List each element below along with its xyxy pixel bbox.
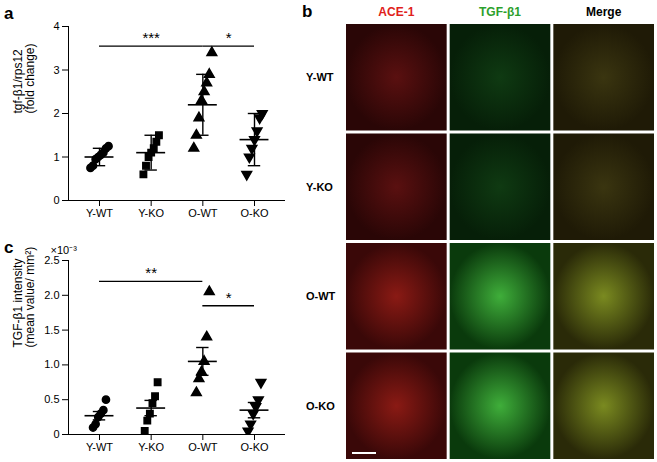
svg-text:0: 0 — [53, 194, 59, 206]
svg-text:2.0: 2.0 — [44, 289, 59, 301]
svg-text:TGF-β1 intensity(mean value/ m: TGF-β1 intensity(mean value/ mm²) — [11, 247, 37, 348]
svg-text:Y-KO: Y-KO — [306, 181, 333, 193]
svg-text:0.5: 0.5 — [44, 393, 59, 405]
svg-text:Y-KO: Y-KO — [138, 441, 164, 453]
svg-text:O-WT: O-WT — [188, 207, 218, 219]
svg-text:**: ** — [145, 264, 157, 281]
svg-text:Y-WT: Y-WT — [86, 207, 113, 219]
svg-text:2: 2 — [53, 107, 59, 119]
html-text:b: b — [302, 2, 313, 21]
svg-text:1.0: 1.0 — [44, 358, 59, 370]
svg-text:2.5: 2.5 — [44, 254, 60, 266]
svg-text:×10⁻³: ×10⁻³ — [51, 244, 78, 256]
svg-text:*: * — [226, 289, 232, 306]
svg-text:***: *** — [142, 29, 160, 46]
svg-text:1.5: 1.5 — [44, 324, 59, 336]
svg-text:Y-WT: Y-WT — [86, 441, 113, 453]
html-text:c: c — [4, 238, 14, 257]
svg-text:O-WT: O-WT — [306, 290, 336, 302]
svg-text:Y-WT: Y-WT — [306, 71, 334, 83]
html-text:a: a — [4, 4, 14, 23]
svg-text:*: * — [226, 29, 232, 46]
svg-text:tgf-β1/rps12(fold change): tgf-β1/rps12(fold change) — [11, 43, 37, 113]
svg-text:O-WT: O-WT — [188, 441, 218, 453]
svg-text:O-KO: O-KO — [240, 441, 269, 453]
svg-text:O-KO: O-KO — [240, 207, 269, 219]
svg-text:0: 0 — [53, 428, 59, 440]
svg-text:Merge: Merge — [586, 5, 622, 19]
svg-text:TGF-β1: TGF-β1 — [479, 5, 521, 19]
svg-text:1: 1 — [53, 151, 59, 163]
svg-text:4: 4 — [53, 20, 59, 32]
svg-text:3: 3 — [53, 64, 59, 76]
svg-text:O-KO: O-KO — [306, 400, 335, 412]
svg-text:ACE-1: ACE-1 — [378, 5, 414, 19]
svg-text:Y-KO: Y-KO — [138, 207, 164, 219]
